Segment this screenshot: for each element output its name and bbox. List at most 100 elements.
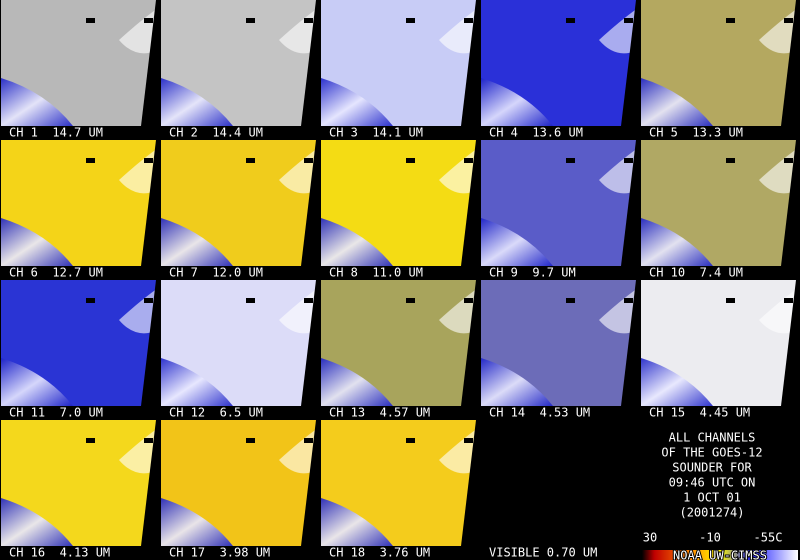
- panel-label: CH 17 3.98 UM: [169, 546, 270, 560]
- marker: [246, 438, 255, 443]
- marker: [784, 18, 793, 23]
- marker: [624, 18, 633, 23]
- earth-limb: [1, 78, 73, 126]
- credit: NOAA UW-CIMSS: [673, 549, 767, 560]
- off-disk: [301, 140, 318, 266]
- off-disk: [461, 0, 478, 126]
- marker: [86, 18, 95, 23]
- marker: [304, 438, 313, 443]
- panel-label: CH 13 4.57 UM: [329, 406, 430, 420]
- marker: [566, 18, 575, 23]
- scale-label: -55C: [754, 531, 783, 545]
- marker: [464, 18, 473, 23]
- panel-label: CH 12 6.5 UM: [169, 406, 263, 420]
- panel-label: CH 8 11.0 UM: [329, 266, 423, 280]
- earth-limb: [481, 78, 553, 126]
- scale-label: 30: [643, 531, 657, 545]
- marker: [406, 18, 415, 23]
- info-line: 1 OCT 01: [683, 491, 741, 505]
- panel-label: CH 9 9.7 UM: [489, 266, 576, 280]
- marker: [86, 158, 95, 163]
- info-line: 09:46 UTC ON: [669, 476, 756, 490]
- marker: [566, 298, 575, 303]
- earth-limb: [1, 498, 73, 546]
- off-disk: [621, 280, 638, 406]
- earth-limb: [481, 218, 553, 266]
- marker: [86, 438, 95, 443]
- earth-limb: [321, 498, 393, 546]
- off-disk: [301, 280, 318, 406]
- marker: [624, 298, 633, 303]
- marker: [624, 158, 633, 163]
- panel-label: CH 10 7.4 UM: [649, 266, 743, 280]
- marker: [784, 298, 793, 303]
- marker: [144, 298, 153, 303]
- off-disk: [141, 0, 158, 126]
- scale-label: -10: [699, 531, 721, 545]
- panel-label: CH 7 12.0 UM: [169, 266, 263, 280]
- off-disk: [301, 0, 318, 126]
- color-scale: [642, 550, 798, 560]
- panel-label: CH 1 14.7 UM: [9, 126, 103, 140]
- earth-limb: [641, 358, 713, 406]
- earth-limb: [321, 218, 393, 266]
- panel-label: CH 14 4.53 UM: [489, 406, 590, 420]
- off-disk: [781, 0, 798, 126]
- marker: [86, 298, 95, 303]
- panel-label: VISIBLE 0.70 UM: [489, 546, 597, 560]
- marker: [566, 158, 575, 163]
- panel-label: CH 3 14.1 UM: [329, 126, 423, 140]
- off-disk: [621, 140, 638, 266]
- marker: [726, 18, 735, 23]
- panel-label: CH 2 14.4 UM: [169, 126, 263, 140]
- marker: [304, 158, 313, 163]
- earth-limb: [321, 358, 393, 406]
- marker: [144, 438, 153, 443]
- marker: [304, 18, 313, 23]
- marker: [464, 298, 473, 303]
- earth-limb: [321, 78, 393, 126]
- off-disk: [461, 280, 478, 406]
- panel-label: CH 4 13.6 UM: [489, 126, 583, 140]
- panel-label: CH 6 12.7 UM: [9, 266, 103, 280]
- marker: [464, 158, 473, 163]
- off-disk: [461, 140, 478, 266]
- marker: [246, 18, 255, 23]
- panel-label: CH 16 4.13 UM: [9, 546, 110, 560]
- marker: [784, 158, 793, 163]
- marker: [464, 438, 473, 443]
- panel-image: [481, 420, 638, 546]
- earth-limb: [161, 78, 233, 126]
- off-disk: [781, 280, 798, 406]
- earth-limb: [161, 358, 233, 406]
- panel-label: CH 18 3.76 UM: [329, 546, 430, 560]
- earth-limb: [641, 218, 713, 266]
- panel-label: CH 5 13.3 UM: [649, 126, 743, 140]
- marker: [246, 158, 255, 163]
- marker: [144, 18, 153, 23]
- off-disk: [461, 420, 478, 546]
- marker: [406, 438, 415, 443]
- marker: [406, 158, 415, 163]
- off-disk: [301, 420, 318, 546]
- earth-limb: [481, 358, 553, 406]
- off-disk: [141, 420, 158, 546]
- earth-limb: [161, 498, 233, 546]
- info-line: OF THE GOES-12: [661, 446, 762, 460]
- earth-limb: [1, 358, 73, 406]
- marker: [726, 158, 735, 163]
- marker: [144, 158, 153, 163]
- earth-limb: [641, 78, 713, 126]
- off-disk: [141, 140, 158, 266]
- panel-label: CH 15 4.45 UM: [649, 406, 750, 420]
- panel-label: CH 11 7.0 UM: [9, 406, 103, 420]
- off-disk: [141, 280, 158, 406]
- marker: [246, 298, 255, 303]
- off-disk: [621, 0, 638, 126]
- earth-limb: [1, 218, 73, 266]
- info-line: (2001274): [679, 506, 744, 520]
- info-line: ALL CHANNELS: [669, 431, 756, 445]
- off-disk: [781, 140, 798, 266]
- info-line: SOUNDER FOR: [672, 461, 752, 475]
